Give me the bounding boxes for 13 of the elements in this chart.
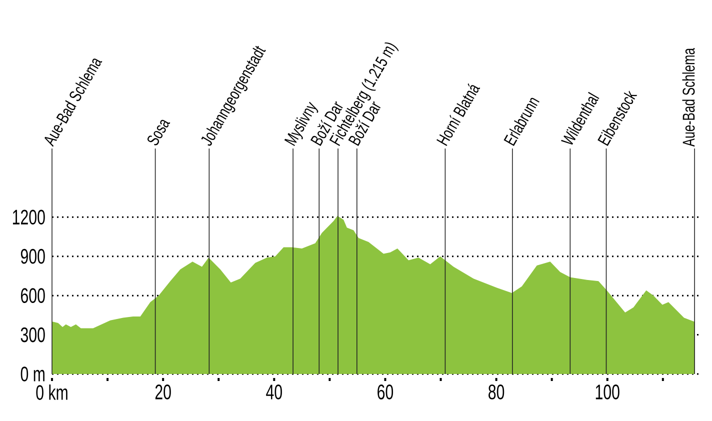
x-tick-label: 40	[266, 384, 282, 400]
y-tick-label: 900	[20, 248, 45, 264]
ref-line-label: Sosa	[147, 120, 170, 146]
y-tick-label: 0 m	[20, 366, 44, 382]
y-tick-label: 300	[20, 327, 45, 342]
ref-line-label: Aue-Bad Schlema	[682, 48, 695, 147]
x-tick-label: 20	[155, 384, 171, 400]
x-tick-label: 0 km	[36, 384, 68, 400]
y-tick-label: 600	[21, 288, 45, 303]
x-tick-label: 80	[488, 384, 504, 400]
y-tick-label: 1200	[12, 210, 45, 225]
x-tick-label: 60	[378, 384, 394, 400]
x-tick-label: 100	[596, 384, 620, 400]
